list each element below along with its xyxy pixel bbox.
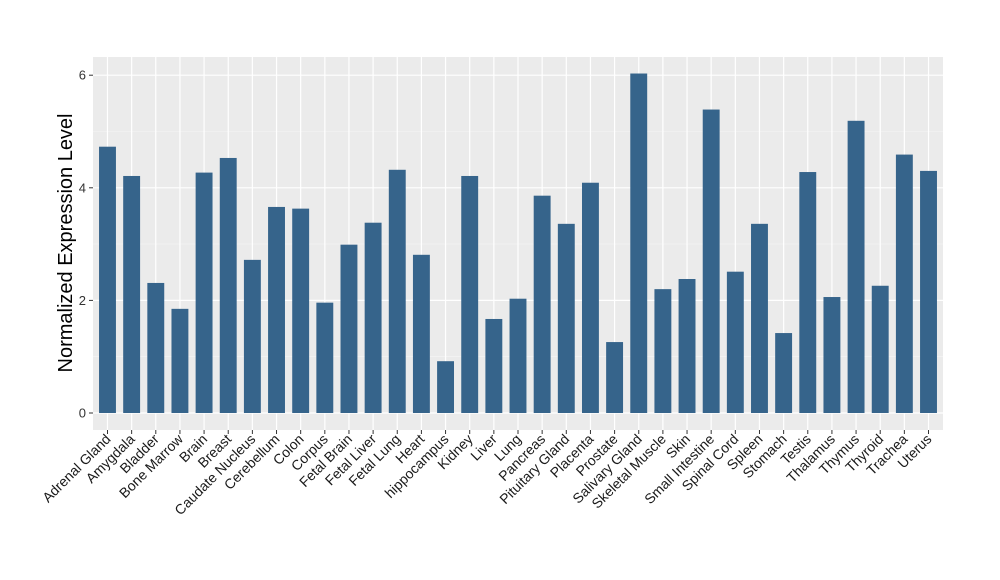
bar-bone-marrow: [171, 308, 189, 413]
bar-cerebellum: [268, 206, 285, 413]
bar-pituitary-gland: [557, 223, 575, 413]
bar-fetal-brain: [340, 244, 358, 413]
bar-skeletal-muscle: [654, 289, 672, 413]
y-axis-title: Normalized Expression Level: [55, 113, 77, 372]
bar-breast: [219, 157, 237, 413]
bar-hippocampus: [437, 361, 455, 413]
bar-amygdala: [123, 175, 141, 413]
y-tick-label: 6: [79, 68, 86, 83]
bar-brain: [195, 172, 213, 413]
bar-stomach: [775, 333, 793, 413]
bar-bladder: [147, 282, 165, 413]
bar-uterus: [920, 170, 937, 413]
y-axis: 0 2 4 6: [79, 68, 93, 421]
bar-thalamus: [823, 297, 841, 413]
y-tick-label: 0: [79, 406, 86, 421]
bar-thyroid: [871, 285, 889, 413]
bar-adrenal-gland: [99, 146, 116, 414]
bar-spinal-cord: [726, 271, 744, 413]
bar-placenta: [581, 182, 599, 413]
bar-skin: [678, 279, 696, 413]
y-tick-label: 2: [79, 293, 86, 308]
bar-testis: [799, 172, 817, 413]
bar-prostate: [606, 342, 624, 413]
bar-pancreas: [533, 195, 551, 413]
bar-salivary-gland: [630, 73, 648, 414]
y-tick-label: 4: [79, 180, 86, 195]
bar-fetal-lung: [388, 169, 406, 413]
bar-kidney: [461, 175, 479, 413]
bar-trachea: [895, 154, 913, 413]
bar-fetal-liver: [364, 222, 382, 413]
bar-heart: [412, 254, 430, 413]
bar-corpus: [316, 302, 334, 413]
bar-colon: [292, 208, 310, 413]
bar-liver: [485, 318, 503, 413]
bar-lung: [509, 298, 527, 413]
bar-thymus: [847, 120, 865, 413]
bar-caudate-nucleus: [243, 259, 261, 413]
bar-small-intestine: [702, 109, 720, 413]
bar-spleen: [751, 223, 768, 413]
bars: [99, 73, 937, 414]
